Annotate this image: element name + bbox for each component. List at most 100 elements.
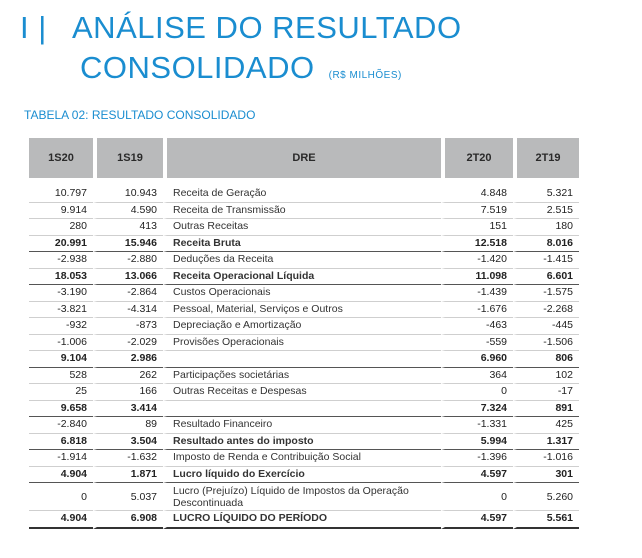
table-cell: 4.848 [441,186,513,203]
table-cell: Resultado antes do imposto [163,433,441,450]
table-cell: Outras Receitas e Despesas [163,384,441,401]
table-cell: 10.797 [29,186,93,203]
table-cell: Lucro (Prejuízo) Líquido de Impostos da … [163,483,441,511]
table-cell: -2.864 [93,285,163,302]
table-cell: Imposto de Renda e Contribuição Social [163,450,441,467]
column-header-1s19: 1S19 [93,138,163,178]
table-cell: 0 [441,483,513,511]
table-cell [163,400,441,417]
table-cell: 3.414 [93,400,163,417]
table-cell: -2.880 [93,252,163,269]
table-cell: Receita de Transmissão [163,202,441,219]
table-row: -2.938 -2.880 Deduções da Receita -1.420 -1.… [29,252,579,269]
table-row: -1.006 -2.029 Provisões Operacionais -559 -1… [29,334,579,351]
table-cell: -2.938 [29,252,93,269]
table-cell: 5.561 [513,511,579,529]
table-cell: -463 [441,318,513,335]
table-cell: -4.314 [93,301,163,318]
table-row: 9.104 2.986 6.960 806 [29,351,579,368]
table-cell: 3.504 [93,433,163,450]
table-cell: -559 [441,334,513,351]
table-cell: 8.016 [513,235,579,252]
table-cell: 25 [29,384,93,401]
table-cell: 18.053 [29,269,93,285]
table-cell: -2.268 [513,301,579,318]
table-cell: Receita Bruta [163,235,441,252]
table-cell: Pessoal, Material, Serviços e Outros [163,301,441,318]
table-row: 9.914 4.590 Receita de Transmissão 7.519 2.5… [29,202,579,219]
table-cell: 1.871 [93,466,163,483]
table-cell: 0 [441,384,513,401]
table-row: -932 -873 Depreciação e Amortização -463 -44… [29,318,579,335]
table-row: 4.904 1.871 Lucro líquido do Exercício 4.59… [29,466,579,483]
unit-label: (R$ MILHÕES) [328,70,402,81]
table-cell: 4.904 [29,467,93,483]
table-cell: -1.396 [441,450,513,467]
table-cell: 102 [513,367,579,384]
results-table: 1S20 1S19 DRE 2T20 2T19 10.797 10.943 Rece… [29,138,579,529]
column-header-2t19: 2T19 [513,138,579,178]
table-cell: 12.518 [441,235,513,252]
table-cell: 425 [513,417,579,434]
table-cell: -1.676 [441,301,513,318]
table-row: 0 5.037 Lucro (Prejuízo) Líquido de Impost… [29,483,579,511]
table-cell: Receita Operacional Líquida [163,268,441,285]
table-cell: -17 [513,384,579,401]
table-row: -2.840 89 Resultado Financeiro -1.331 425 [29,417,579,434]
column-header-1s20: 1S20 [29,138,93,178]
table-cell: 806 [513,351,579,368]
table-spacer [29,178,579,186]
table-cell: 364 [441,367,513,384]
page-title-line2: CONSOLIDADO [80,50,315,85]
table-cell: Provisões Operacionais [163,334,441,351]
column-header-dre: DRE [163,138,441,178]
table-cell: 5.037 [93,483,163,511]
table-cell: 11.098 [441,268,513,285]
table-cell: 9.658 [29,401,93,417]
table-cell: 2.986 [93,351,163,368]
table-cell: 891 [513,400,579,417]
table-cell: -3.190 [29,285,93,302]
table-cell: Outras Receitas [163,219,441,236]
table-cell: -1.006 [29,335,93,351]
table-row: -1.914 -1.632 Imposto de Renda e Contribui… [29,450,579,467]
table-cell: -1.331 [441,417,513,434]
table-cell: 7.519 [441,202,513,219]
table-cell: -1.575 [513,285,579,302]
table-header-row: 1S20 1S19 DRE 2T20 2T19 [29,138,579,178]
table-cell: -2.029 [93,334,163,351]
table-row: 20.991 15.946 Receita Bruta 12.518 8.016 [29,235,579,252]
table-row: -3.821 -4.314 Pessoal, Material, Serviços … [29,301,579,318]
table-cell: 1.317 [513,433,579,450]
table-cell: -932 [29,318,93,335]
table-row: 18.053 13.066 Receita Operacional Líquida 1… [29,268,579,285]
table-cell: 13.066 [93,268,163,285]
table-cell: 5.321 [513,186,579,203]
table-cell: 20.991 [29,236,93,252]
table-cell: 166 [93,384,163,401]
table-row: 25 166 Outras Receitas e Despesas 0 -17 [29,384,579,401]
table-row: 10.797 10.943 Receita de Geração 4.848 5.321 [29,186,579,203]
table-cell: 301 [513,466,579,483]
table-cell: 6.908 [93,511,163,529]
table-row: 528 262 Participações societárias 364 102 [29,367,579,384]
table-cell: 10.943 [93,186,163,203]
table-cell [163,351,441,368]
table-cell: -1.420 [441,252,513,269]
table-cell: 0 [29,483,93,511]
table-caption: TABELA 02: RESULTADO CONSOLIDADO [24,108,256,122]
table-body: 10.797 10.943 Receita de Geração 4.848 5.321… [29,178,579,529]
table-cell: Resultado Financeiro [163,417,441,434]
table-cell: 4.597 [441,511,513,529]
table-row: 4.904 6.908 LUCRO LÍQUIDO DO PERÍODO 4.597 5… [29,511,579,529]
table-cell: 151 [441,219,513,236]
table-cell: 7.324 [441,400,513,417]
table-cell: LUCRO LÍQUIDO DO PERÍODO [163,511,441,529]
table-cell: 4.904 [29,511,93,529]
table-cell: 6.960 [441,351,513,368]
table-cell: -3.821 [29,302,93,318]
table-row: 6.818 3.504 Resultado antes do imposto 5.99… [29,433,579,450]
table-cell: 9.914 [29,203,93,219]
table-cell: -445 [513,318,579,335]
table-cell: 413 [93,219,163,236]
